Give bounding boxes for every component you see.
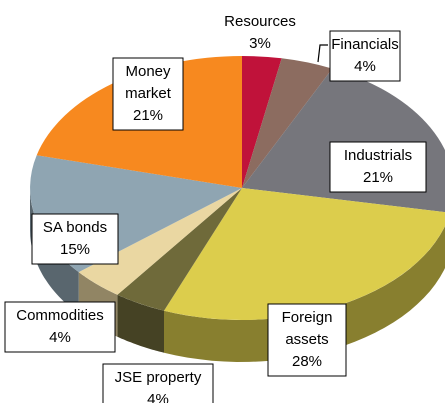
label-box (112, 57, 184, 131)
value-label: 21% (363, 169, 393, 186)
data-labels: Resources 3% Financials 4% Industrials 21% For… (4, 13, 427, 403)
label-line: Foreign (282, 309, 333, 326)
pie-slice (117, 188, 242, 311)
label-box (4, 301, 116, 353)
label-line: Money (125, 63, 171, 80)
category-label: JSE property (115, 369, 202, 386)
category-label: Money market (125, 63, 172, 102)
pie-wall (117, 294, 164, 353)
value-label: 15% (60, 241, 90, 258)
label-box (329, 141, 427, 193)
category-label: SA bonds (43, 219, 107, 236)
pie-slice (242, 55, 282, 188)
category-label: Industrials (344, 147, 412, 164)
label-box (267, 303, 347, 377)
label-box (31, 213, 119, 265)
pie-slice (242, 58, 333, 188)
value-label: 21% (133, 107, 163, 124)
category-label: Resources (224, 13, 296, 30)
pie-wall (164, 225, 445, 362)
value-label: 4% (147, 391, 169, 403)
pie-slice (78, 188, 242, 295)
label-box (329, 30, 401, 82)
pie-slice (164, 188, 445, 320)
value-label: 28% (292, 353, 322, 370)
label-line: assets (285, 331, 328, 348)
label-box (102, 363, 214, 403)
category-label: Foreign assets (282, 309, 333, 348)
value-label: 4% (49, 329, 71, 346)
label-line: market (125, 85, 172, 102)
leader-line (317, 44, 328, 63)
category-label: Commodities (16, 307, 104, 324)
value-label: 4% (354, 58, 376, 75)
value-label: 3% (249, 35, 271, 52)
category-label: Financials (331, 36, 399, 53)
